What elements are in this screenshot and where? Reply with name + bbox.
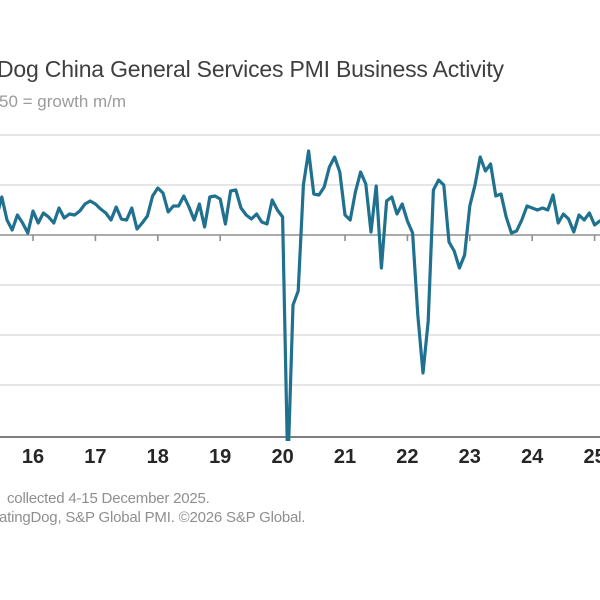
- x-axis-label-19: 19: [209, 446, 232, 468]
- x-axis-label-23: 23: [458, 446, 481, 468]
- chart-subtitle: 50 = growth m/m: [0, 92, 127, 111]
- footer-collection-note: collected 4-15 December 2025.: [7, 490, 210, 507]
- x-axis-label-17: 17: [84, 446, 107, 468]
- x-axis-label-21: 21: [333, 446, 357, 468]
- pmi-series-line: [0, 149, 600, 441]
- x-axis-label-24: 24: [521, 446, 544, 468]
- footer-source-note: atingDog, S&P Global PMI. ©2026 S&P Glob…: [0, 509, 306, 526]
- x-axis-label-18: 18: [146, 446, 169, 468]
- x-axis-label-16: 16: [21, 446, 45, 468]
- x-axis-label-20: 20: [271, 446, 294, 468]
- chart-title: Dog China General Services PMI Business …: [0, 56, 504, 82]
- x-axis-label-22: 22: [396, 446, 419, 468]
- x-axis-label-25: 25: [583, 446, 600, 468]
